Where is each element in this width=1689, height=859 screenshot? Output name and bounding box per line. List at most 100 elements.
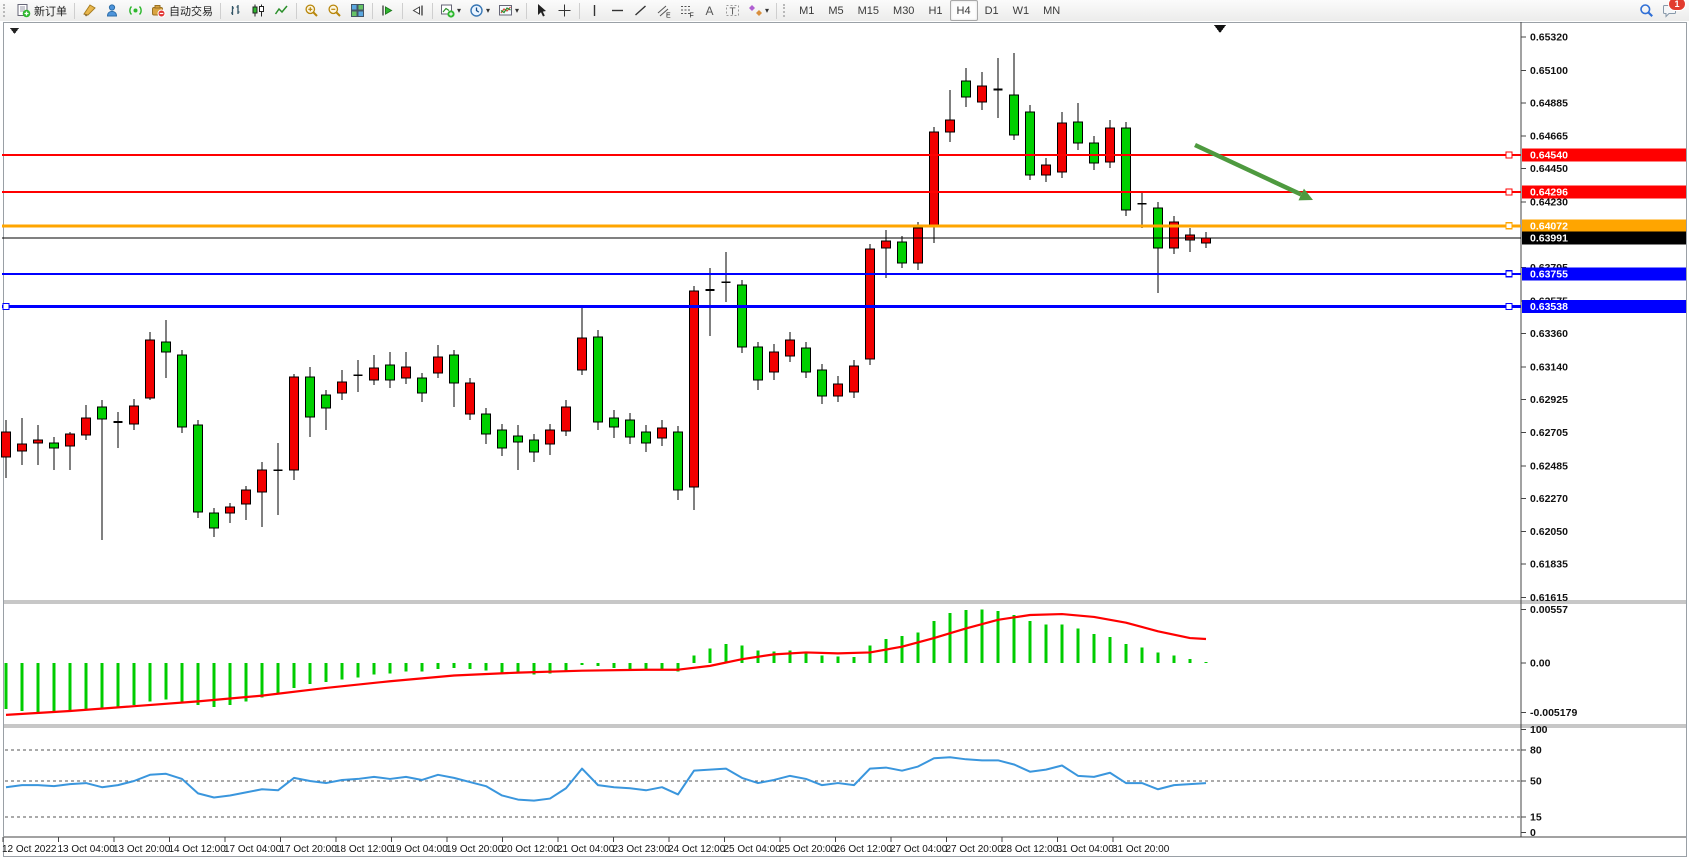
price-label: 0.64296 (1530, 186, 1568, 198)
chart-shift-marker[interactable] (1214, 25, 1226, 33)
trendline-button[interactable] (629, 0, 652, 21)
new-order-button[interactable]: 新订单 (12, 0, 71, 21)
timeframe-h1-button[interactable]: H1 (928, 4, 943, 17)
signals-button[interactable] (124, 0, 147, 21)
date-label: 25 Oct 04:00 (724, 844, 782, 855)
autotrading-button[interactable]: 自动交易 (147, 0, 217, 21)
candle-body (417, 377, 427, 394)
candlestick-chart-button[interactable] (247, 0, 270, 21)
zoom-in-button[interactable] (300, 0, 323, 21)
trend-arrow-annotation[interactable] (1194, 142, 1303, 197)
timeframe-w1-button[interactable]: W1 (1012, 4, 1030, 17)
candle-body (929, 131, 939, 226)
candle-body (321, 394, 331, 409)
timeframe-m30-button[interactable]: M30 (893, 4, 915, 17)
candle-body (17, 443, 27, 452)
line-handle[interactable] (2, 302, 10, 311)
rsi-line (5, 756, 1207, 802)
price-tick-label: 0.61615 (1530, 592, 1568, 604)
date-label: 27 Oct 04:00 (890, 844, 948, 855)
indicators-button[interactable]: ▾ (436, 0, 465, 21)
candle-body (209, 512, 219, 529)
candle-body (225, 506, 235, 514)
zoom-out-button[interactable] (323, 0, 346, 21)
timeframe-m1-button[interactable]: M1 (799, 4, 815, 17)
fibonacci-button[interactable]: F (675, 0, 698, 21)
candle-body (49, 442, 59, 449)
line-handle[interactable] (1505, 151, 1513, 159)
trendline-icon (635, 5, 647, 16)
date-label: 24 Oct 12:00 (668, 844, 726, 855)
timeframe-d1-button[interactable]: D1 (984, 4, 999, 17)
bar-chart-button[interactable] (224, 0, 247, 21)
price-label: 0.63755 (1530, 268, 1568, 280)
tiles-icon (351, 4, 364, 17)
tile-windows-button[interactable] (346, 0, 369, 21)
line-chart-button[interactable] (270, 0, 293, 21)
price-tick-label: 0.63140 (1530, 361, 1568, 373)
styler-button[interactable] (78, 0, 101, 21)
timeframe-h4-button[interactable]: H4 (949, 0, 978, 21)
linechart-icon (274, 5, 288, 15)
chat-button[interactable]: 1 (1658, 0, 1686, 21)
line-handle[interactable] (1505, 188, 1513, 196)
svg-text:A: A (706, 4, 714, 18)
dropdown-caret-icon[interactable]: ▾ (765, 6, 770, 15)
date-label: 27 Oct 20:00 (946, 844, 1004, 855)
chart-area[interactable]: AUDUSD-,H4 0.63958 0.63991 0.63930 0.639… (0, 21, 1689, 859)
chart-shift-button[interactable] (406, 0, 429, 21)
arrows-button[interactable]: ▾ (744, 0, 773, 21)
candle-body (769, 351, 779, 373)
cursor-button[interactable] (530, 0, 553, 21)
timeframe-m15-button[interactable]: M15 (857, 4, 880, 17)
price-label-box (1522, 219, 1686, 233)
candle-body (241, 489, 251, 505)
price-tick-label: 0.62925 (1530, 394, 1568, 406)
candle-body (145, 339, 155, 399)
rsi-tick-label: 15 (1530, 812, 1542, 824)
horizontal-line-button[interactable] (606, 0, 629, 21)
timeframe-mn-button[interactable]: MN (1043, 4, 1061, 17)
dropdown-caret-icon[interactable]: ▾ (457, 6, 462, 15)
date-label: 13 Oct 20:00 (113, 844, 171, 855)
price-tick-label: 0.62485 (1530, 460, 1568, 472)
symbol-dropdown-icon[interactable] (10, 28, 19, 34)
line-handle[interactable] (1505, 302, 1513, 311)
price-tick-label: 0.64885 (1530, 97, 1568, 109)
text-button[interactable]: A (698, 0, 721, 21)
templates-button[interactable]: ▾ (494, 0, 523, 21)
profiles-button[interactable] (101, 0, 124, 21)
autoscroll-icon (382, 5, 393, 16)
cursor-icon (538, 4, 547, 17)
timeframe-m5-button[interactable]: M5 (828, 4, 844, 17)
price-tick-label: 0.64230 (1530, 196, 1568, 208)
candle-body (337, 381, 347, 394)
candle-body (977, 85, 987, 103)
line-handle[interactable] (1505, 222, 1513, 230)
periods-button[interactable]: ▾ (465, 0, 494, 21)
candle-body (737, 284, 747, 348)
date-label: 18 Oct 12:00 (335, 844, 393, 855)
candle-body (305, 376, 315, 418)
candle-body (1201, 237, 1211, 244)
date-label: 17 Oct 04:00 (224, 844, 282, 855)
equidistant-channel-button[interactable]: E (652, 0, 675, 21)
new-order-button-label: 新订单 (34, 5, 67, 18)
line-handle[interactable] (1505, 270, 1513, 278)
candle-body (1025, 111, 1035, 176)
auto-scroll-button[interactable] (376, 0, 399, 21)
trend-arrow-head[interactable] (1298, 188, 1313, 201)
dropdown-caret-icon[interactable]: ▾ (486, 6, 491, 15)
crosshair-button[interactable] (553, 0, 576, 21)
date-label: 31 Oct 20:00 (1112, 844, 1170, 855)
vertical-line-button[interactable] (583, 0, 606, 21)
macd-tick-label: -0.005179 (1530, 707, 1577, 719)
candle-body (961, 80, 971, 98)
price-label-box (1522, 300, 1686, 314)
date-label: 14 Oct 12:00 (169, 844, 227, 855)
date-label: 17 Oct 20:00 (280, 844, 338, 855)
text-label-button[interactable]: T (721, 0, 744, 21)
search-button[interactable] (1635, 0, 1658, 21)
price-tick-label: 0.62705 (1530, 427, 1568, 439)
dropdown-caret-icon[interactable]: ▾ (515, 6, 520, 15)
